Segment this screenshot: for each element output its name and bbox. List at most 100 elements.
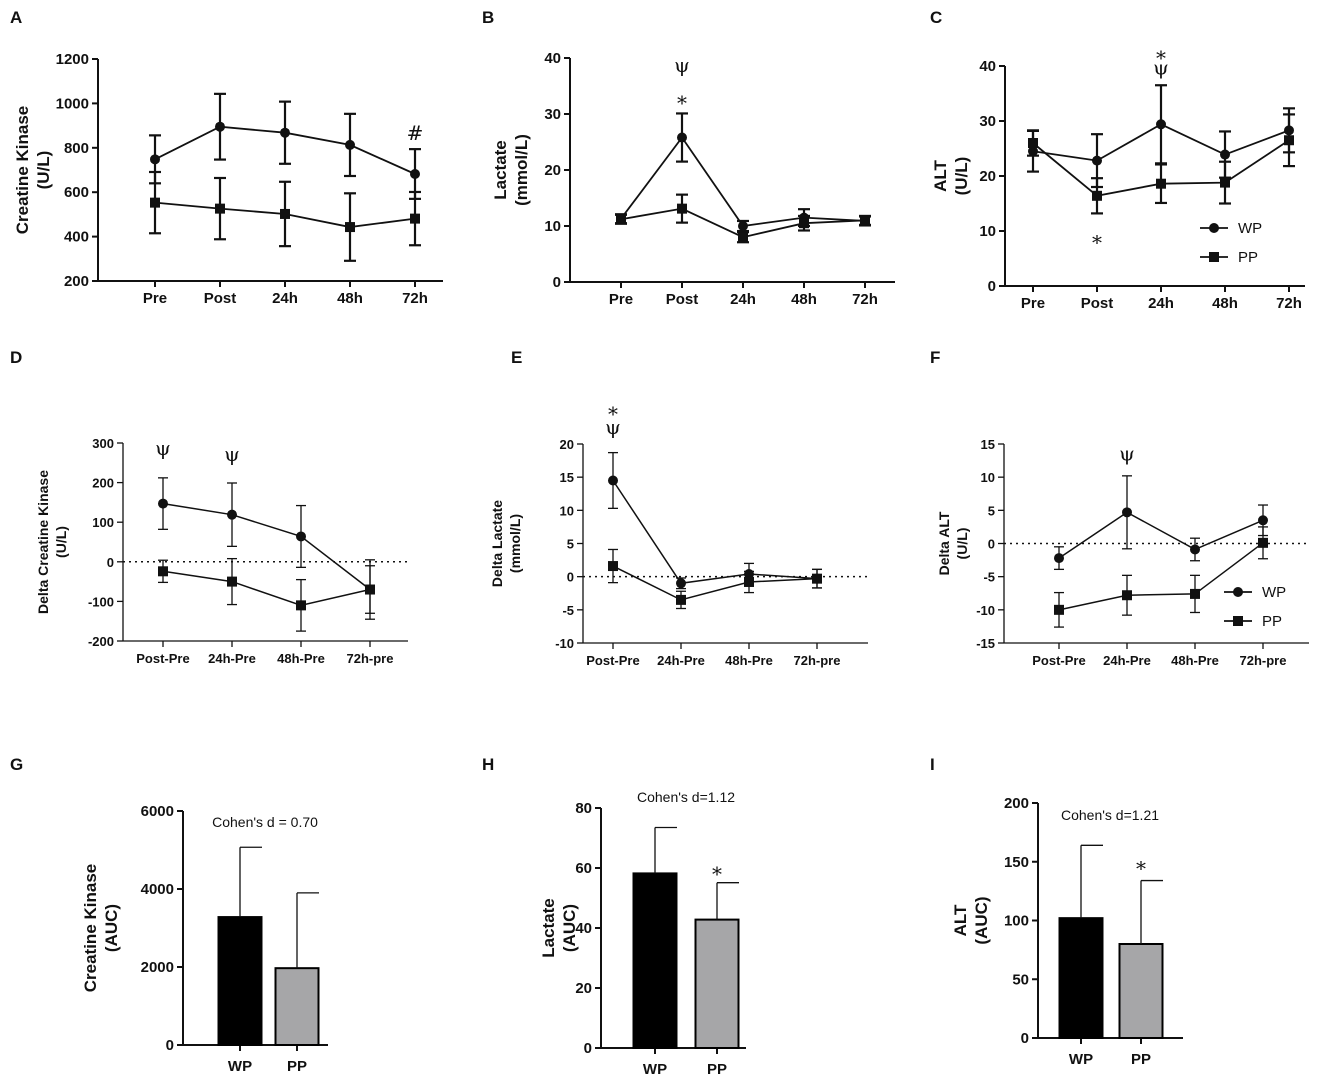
- panel-h-y-tick-label: 80: [575, 800, 592, 817]
- panel-f-legend-label: PP: [1262, 613, 1282, 630]
- panel-c-series-pp-point: [1156, 178, 1166, 189]
- panel-c-y-tick-label: 20: [979, 168, 996, 185]
- panel-d-y-tick-label: 300: [92, 436, 114, 451]
- panel-f-x-tick-label: 24h-Pre: [1103, 653, 1151, 668]
- panel-d-x-tick-label: 72h-pre: [347, 651, 394, 666]
- panel-a-series-pp-point: [410, 213, 420, 224]
- panel-g-letter: G: [10, 755, 23, 774]
- panel-g-y-tick-label: 0: [166, 1037, 174, 1054]
- panel-a-series-wp-point: [215, 121, 225, 132]
- panel-c-legend-label: WP: [1238, 220, 1262, 237]
- panel-b-x-tick-label: Pre: [609, 291, 633, 308]
- panel-f-letter: F: [930, 348, 940, 367]
- panel-d-x-tick-label: Post-Pre: [136, 651, 189, 666]
- panel-h-y-label: (AUC): [560, 904, 579, 952]
- panel-a-y-label: (U/L): [34, 151, 53, 190]
- panel-b-x-tick-label: 72h: [852, 291, 878, 308]
- panel-b-annotation: *: [677, 91, 687, 115]
- panel-e-series-pp-point: [744, 576, 754, 587]
- panel-e-y-tick-label: 5: [567, 537, 574, 552]
- panel-g-y-label: (AUC): [102, 904, 121, 952]
- panel-h-bar-wp: [632, 872, 678, 1050]
- panel-f-series-pp-point: [1054, 604, 1064, 615]
- panel-h-annotation: *: [712, 862, 722, 886]
- panel-d-series-wp-line: [162, 502, 371, 591]
- panel-b-y-label: Lactate: [491, 140, 510, 200]
- panel-g-y-label: Creatine Kinase: [81, 864, 100, 993]
- panel-i-cohens-d: Cohen's d=1.21: [1061, 807, 1159, 823]
- panel-c-y-label: (U/L): [952, 157, 971, 196]
- panel-f-y-tick-label: -5: [983, 570, 995, 585]
- panel-a-x-tick-label: 48h: [337, 290, 363, 307]
- panel-e-y-label: Delta Lactate: [489, 500, 505, 587]
- panel-e-annotation: *: [608, 402, 618, 426]
- panel-a-series-pp-point: [345, 222, 355, 233]
- panel-a-y-tick-label: 800: [64, 140, 89, 157]
- panel-b-series-pp-point: [677, 203, 687, 214]
- panel-f-series-wp-point: [1054, 553, 1064, 564]
- panel-g-y-tick-label: 6000: [141, 803, 174, 820]
- panel-i-y-label: (AUC): [972, 896, 991, 944]
- panel-h-y-tick-label: 60: [575, 860, 592, 877]
- panel-e-series-wp-point: [608, 475, 618, 486]
- panel-a-x-tick-label: 24h: [272, 290, 298, 307]
- panel-f-legend-marker-pp: [1233, 616, 1243, 626]
- panel-d-series-wp-point: [296, 531, 306, 542]
- panel-i-y-tick-label: 150: [1004, 854, 1029, 871]
- panel-a-series-wp-point: [410, 168, 420, 179]
- panel-a-letter: A: [10, 8, 22, 27]
- panel-d-letter: D: [10, 348, 22, 367]
- panel-a-y-tick-label: 600: [64, 184, 89, 201]
- panel-i-letter: I: [930, 755, 935, 774]
- panel-i-y-tick-label: 50: [1012, 971, 1029, 988]
- panel-a-series-pp-point: [280, 208, 290, 219]
- panel-f-x-tick-label: Post-Pre: [1032, 653, 1085, 668]
- panel-c-x-tick-label: 24h: [1148, 295, 1174, 312]
- panel-a-series-wp-point: [345, 139, 355, 150]
- panel-d-y-tick-label: 200: [92, 476, 114, 491]
- panel-c-y-tick-label: 0: [988, 278, 996, 295]
- panel-d-series-pp-point: [365, 584, 375, 595]
- panel-e-series-wp-line: [612, 480, 818, 585]
- panel-d-series-pp-point: [227, 576, 237, 587]
- panel-i-x-tick-label: PP: [1131, 1051, 1151, 1068]
- panel-f-series-wp-point: [1190, 544, 1200, 555]
- panel-c-x-tick-label: 72h: [1276, 295, 1302, 312]
- panel-e-y-label: (mmol/L): [507, 514, 523, 573]
- panel-f-legend-marker-wp: [1233, 587, 1243, 597]
- panel-d-series-wp-point: [227, 509, 237, 520]
- panel-f-x-tick-label: 48h-Pre: [1171, 653, 1219, 668]
- panel-h-bar-pp: [694, 918, 740, 1049]
- panel-b-series-wp-point: [677, 132, 687, 143]
- panel-f-y-tick-label: 0: [988, 537, 995, 552]
- panel-a-annotation: #: [407, 121, 424, 145]
- panel-c-series-pp-point: [1284, 135, 1294, 146]
- panel-a-y-tick-label: 1000: [56, 95, 89, 112]
- panel-f-y-label: Delta ALT: [936, 511, 952, 575]
- panel-h-cohens-d: Cohen's d=1.12: [637, 789, 735, 805]
- panel-b-y-tick-label: 40: [544, 50, 561, 67]
- panel-e-y-tick-label: 0: [567, 570, 574, 585]
- panel-b-annotation: ψ: [674, 53, 690, 77]
- panel-h-y-label: Lactate: [539, 898, 558, 958]
- panel-c-legend-label: PP: [1238, 249, 1258, 266]
- panel-b-y-tick-label: 20: [544, 162, 561, 179]
- panel-b-series-wp-point: [738, 221, 748, 231]
- panel-c-series-wp-point: [1156, 119, 1166, 130]
- panel-d-series-pp-point: [158, 566, 168, 577]
- panel-e-y-tick-label: 15: [560, 470, 574, 485]
- panel-c-x-tick-label: Pre: [1021, 295, 1045, 312]
- panel-e-series-pp-point: [676, 594, 686, 605]
- panel-g-x-tick-label: WP: [228, 1058, 252, 1075]
- panel-b-y-label: (mmol/L): [512, 134, 531, 206]
- panel-c-y-tick-label: 30: [979, 113, 996, 130]
- panel-e-series-pp-point: [608, 561, 618, 572]
- panel-d-y-label: (U/L): [53, 526, 69, 558]
- panel-b-y-tick-label: 0: [553, 274, 561, 291]
- panel-g-cohens-d: Cohen's d = 0.70: [212, 814, 318, 830]
- panel-e-x-tick-label: 72h-pre: [794, 653, 841, 668]
- panel-g-x-tick-label: PP: [287, 1058, 307, 1075]
- panel-h-x-tick-label: PP: [707, 1061, 727, 1078]
- panel-e-x-tick-label: 24h-Pre: [657, 653, 705, 668]
